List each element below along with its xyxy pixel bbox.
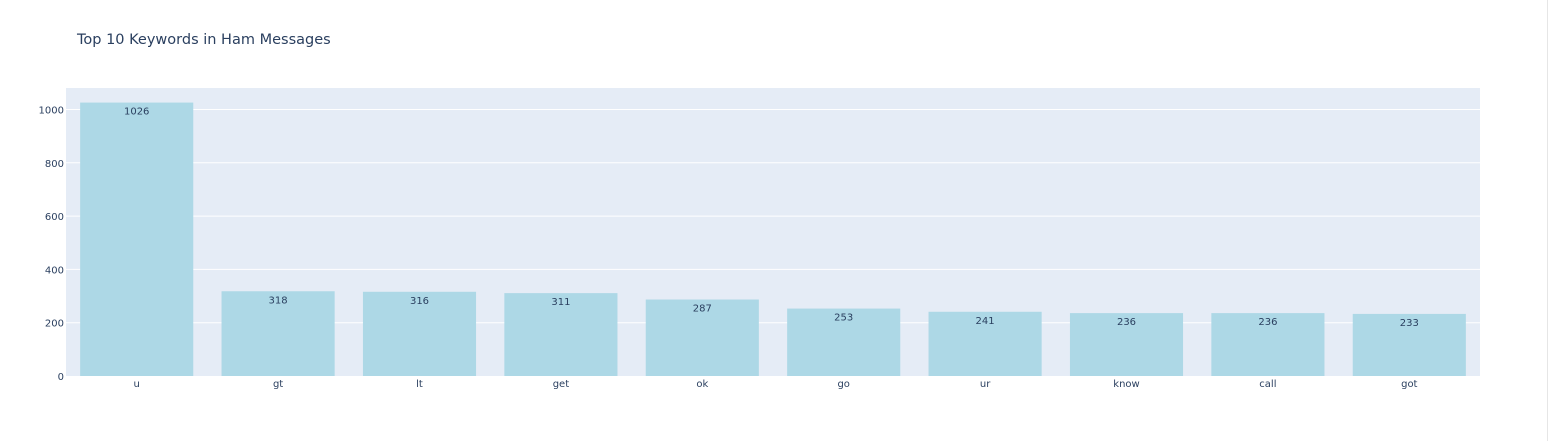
bar xyxy=(362,291,477,376)
y-tick-label: 800 xyxy=(45,159,64,170)
bar xyxy=(787,308,901,376)
data-label: 1026 xyxy=(124,107,149,118)
data-labels: 1026 318 316 311 287 253 241 236 236 233 xyxy=(124,107,1419,329)
bar xyxy=(504,293,618,376)
x-tick-label: u xyxy=(134,379,140,390)
data-label: 316 xyxy=(410,296,429,307)
y-tick-label: 400 xyxy=(45,265,64,276)
chart-title: Top 10 Keywords in Ham Messages xyxy=(77,32,331,48)
data-label: 236 xyxy=(1117,317,1136,328)
bar xyxy=(645,299,759,376)
x-tick-label: ur xyxy=(980,379,991,390)
y-tick-label: 0 xyxy=(58,372,64,383)
data-label: 233 xyxy=(1400,318,1419,329)
x-tick-label: got xyxy=(1401,379,1417,390)
y-tick-label: 200 xyxy=(45,319,64,330)
bars xyxy=(80,102,1466,377)
bar xyxy=(1069,313,1184,376)
y-tick-label: 600 xyxy=(45,212,64,223)
x-tick-label: call xyxy=(1259,379,1276,390)
bar xyxy=(1211,313,1325,376)
bar xyxy=(80,102,194,377)
x-tick-label: lt xyxy=(416,379,423,390)
bar xyxy=(1352,313,1466,376)
data-label: 253 xyxy=(834,313,853,324)
x-tick-label: gt xyxy=(273,379,283,390)
bar xyxy=(221,291,335,376)
y-tick-label: 1000 xyxy=(39,106,64,117)
bar xyxy=(928,311,1042,376)
x-tick-label: know xyxy=(1113,379,1139,390)
x-tick-label: go xyxy=(837,379,849,390)
x-tick-label: ok xyxy=(696,379,708,390)
y-axis-ticks: 0 200 400 600 800 1000 xyxy=(39,106,64,384)
data-label: 241 xyxy=(976,316,995,327)
panel-divider xyxy=(1547,0,1548,441)
x-axis-ticks: u gt lt get ok go ur know call got xyxy=(134,379,1418,390)
x-tick-label: get xyxy=(553,379,570,390)
data-label: 236 xyxy=(1258,317,1277,328)
data-label: 311 xyxy=(551,297,570,308)
data-label: 287 xyxy=(693,304,712,315)
data-label: 318 xyxy=(269,295,288,306)
